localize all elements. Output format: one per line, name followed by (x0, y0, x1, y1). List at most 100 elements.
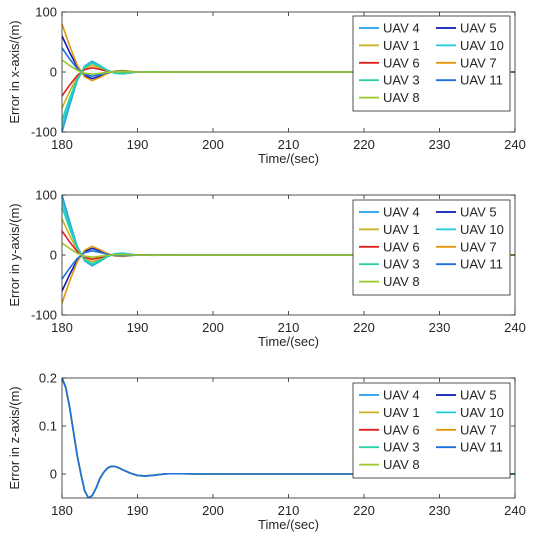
legend-item: UAV 10 (436, 405, 504, 420)
legend-item: UAV 4 (359, 21, 420, 36)
legend-label: UAV 1 (383, 405, 420, 420)
legend-label: UAV 10 (460, 222, 504, 237)
legend-label: UAV 7 (460, 55, 497, 70)
legend-item: UAV 8 (359, 457, 420, 472)
x-tick-label: 180 (51, 503, 73, 518)
legend-item: UAV 6 (359, 422, 420, 437)
legend-item: UAV 11 (436, 257, 503, 272)
y-axis-label: Error in z-axis/(m) (7, 386, 22, 489)
x-tick-label: 230 (429, 320, 451, 335)
x-tick-label: 220 (353, 503, 375, 518)
legend-label: UAV 11 (460, 73, 503, 88)
series-line-uav-8 (62, 59, 515, 75)
legend-item: UAV 5 (436, 205, 497, 220)
y-tick-label: 0 (50, 467, 57, 482)
legend-item: UAV 3 (359, 73, 420, 88)
x-tick-label: 210 (278, 137, 300, 152)
legend-item: UAV 1 (359, 405, 420, 420)
series-line-uav-8 (62, 242, 515, 258)
x-tick-label: 200 (202, 137, 224, 152)
legend-item: UAV 8 (359, 274, 420, 289)
legend-box (352, 15, 511, 112)
x-tick-label: 180 (51, 137, 73, 152)
legend-item: UAV 11 (436, 73, 503, 88)
legend: UAV 4 UAV 5 UAV 1 UAV 10 UAV 6 UAV 7 UAV 3 UAV … (352, 199, 511, 296)
legend-item: UAV 5 (436, 21, 497, 36)
x-tick-label: 230 (429, 503, 451, 518)
series-group (62, 195, 515, 304)
legend-label: UAV 7 (460, 239, 497, 254)
x-tick-label: 220 (353, 137, 375, 152)
legend-item: UAV 3 (359, 257, 420, 272)
legend-label: UAV 6 (383, 422, 420, 437)
x-tick-label: 240 (504, 137, 526, 152)
subplot-3: 180 190 200 210 220 230 240 0 0.1 0.2 Time/(sec) Er… (7, 371, 526, 533)
legend-label: UAV 3 (383, 440, 420, 455)
x-tick-label: 240 (504, 320, 526, 335)
y-tick-label: -100 (31, 125, 57, 140)
x-tick-label: 200 (202, 503, 224, 518)
legend-item: UAV 4 (359, 388, 420, 403)
legend-box (352, 199, 511, 296)
y-tick-label: 0 (50, 65, 57, 80)
x-tick-label: 240 (504, 503, 526, 518)
legend-label: UAV 1 (383, 38, 420, 53)
legend-label: UAV 11 (460, 257, 503, 272)
legend-item: UAV 11 (436, 440, 503, 455)
legend-label: UAV 8 (383, 457, 420, 472)
y-tick-label: 0 (50, 248, 57, 263)
legend-item: UAV 1 (359, 38, 420, 53)
legend-label: UAV 4 (383, 205, 420, 220)
legend-item: UAV 7 (436, 239, 497, 254)
legend-item: UAV 7 (436, 422, 497, 437)
legend-item: UAV 10 (436, 38, 504, 53)
y-tick-label: 100 (35, 188, 57, 203)
x-tick-label: 190 (127, 137, 149, 152)
legend-item: UAV 3 (359, 440, 420, 455)
legend-label: UAV 6 (383, 55, 420, 70)
x-tick-label: 230 (429, 137, 451, 152)
legend-label: UAV 10 (460, 38, 504, 53)
legend-label: UAV 11 (460, 440, 503, 455)
x-tick-label: 210 (278, 320, 300, 335)
legend-label: UAV 5 (460, 21, 497, 36)
series-group (62, 378, 515, 498)
x-tick-label: 180 (51, 320, 73, 335)
y-tick-label: 0.2 (39, 371, 57, 386)
y-tick-label: 100 (35, 5, 57, 20)
x-tick-label: 200 (202, 320, 224, 335)
legend-item: UAV 10 (436, 222, 504, 237)
series-line-uav-11 (62, 378, 515, 498)
y-tick-label: 0.1 (39, 419, 57, 434)
x-axis-label: Time/(sec) (258, 334, 319, 349)
x-tick-label: 220 (353, 320, 375, 335)
series-group (62, 23, 515, 132)
legend-item: UAV 8 (359, 90, 420, 105)
legend-item: UAV 6 (359, 55, 420, 70)
y-axis-label: Error in x-axis/(m) (7, 20, 22, 123)
legend: UAV 4 UAV 5 UAV 1 UAV 10 UAV 6 UAV 7 UAV 3 UAV … (352, 382, 511, 479)
legend-label: UAV 4 (383, 21, 420, 36)
legend-label: UAV 10 (460, 405, 504, 420)
legend-label: UAV 1 (383, 222, 420, 237)
x-tick-label: 190 (127, 503, 149, 518)
legend-item: UAV 6 (359, 239, 420, 254)
legend-box (352, 382, 511, 479)
legend-item: UAV 7 (436, 55, 497, 70)
legend-label: UAV 7 (460, 422, 497, 437)
subplot-2: 180 190 200 210 220 230 240 -100 0 100 Time/(sec) E… (7, 188, 526, 350)
y-tick-label: -100 (31, 308, 57, 323)
legend-label: UAV 5 (460, 205, 497, 220)
x-axis-label: Time/(sec) (258, 517, 319, 532)
legend-label: UAV 4 (383, 388, 420, 403)
y-axis-label: Error in y-axis/(m) (7, 203, 22, 306)
legend-label: UAV 8 (383, 274, 420, 289)
x-axis-label: Time/(sec) (258, 151, 319, 166)
legend-label: UAV 8 (383, 90, 420, 105)
legend-item: UAV 5 (436, 388, 497, 403)
legend: UAV 4 UAV 5 UAV 1 UAV 10 UAV 6 UAV 7 UAV 3 UAV … (352, 15, 511, 112)
legend-item: UAV 1 (359, 222, 420, 237)
legend-label: UAV 3 (383, 73, 420, 88)
legend-label: UAV 3 (383, 257, 420, 272)
